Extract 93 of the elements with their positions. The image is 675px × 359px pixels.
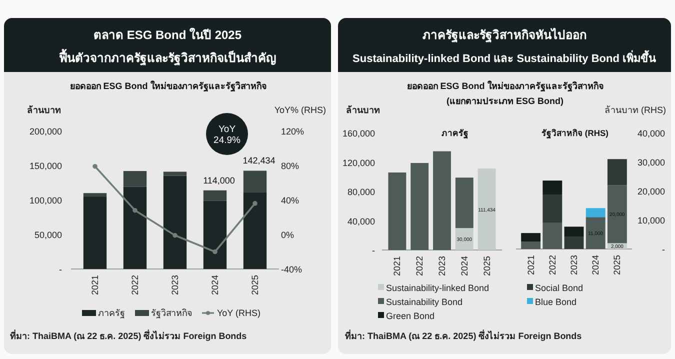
y2-tick-label: 20,000: [637, 186, 665, 196]
x-tick-label: 2023: [437, 256, 447, 276]
legend-label: ภาครัฐ: [98, 308, 125, 319]
bar: [521, 233, 541, 242]
legend-label: YoY (RHS): [217, 308, 261, 318]
bar: [410, 162, 429, 250]
text: ที่มา: ThaiBMA (ณ 22 ธ.ค. 2025) ซึ่งไม่รวม Foreign Bonds: [345, 329, 582, 341]
bar: [123, 171, 147, 187]
y-tick-label: 80,000: [347, 187, 375, 197]
x-tick-label: 2024: [590, 255, 601, 276]
y-axis-title: ล้านบาท: [346, 105, 380, 115]
x-tick-label: 2021: [526, 255, 536, 276]
x-tick-label: 2022: [547, 255, 558, 276]
bar: [163, 172, 187, 176]
text: (แยกตามประเภท ESG Bond): [446, 96, 564, 106]
x-tick-label: 2022: [130, 275, 140, 296]
y-axis-title: ล้านบาท: [27, 105, 61, 115]
y2-tick-label: 30,000: [637, 158, 665, 168]
y2-tick-label: -: [662, 244, 665, 254]
bar: [607, 185, 627, 244]
y2-axis-title: YoY% (RHS): [274, 105, 326, 115]
point: [132, 208, 138, 213]
bar: [243, 170, 267, 192]
chart-subtitle: Sustainability-linked Bond และ Sustainability Bond เพิ่มขึ้น: [352, 50, 656, 65]
bar: [83, 193, 107, 197]
y2-tick-label: 40,000: [637, 128, 665, 138]
y2-tick-label: 120%: [281, 126, 304, 136]
bar: [542, 180, 562, 194]
legend-label: รัฐวิสาหกิจ: [151, 308, 192, 319]
x-tick-label: 2023: [170, 275, 180, 296]
bar: [203, 200, 227, 269]
y-tick-label: 160,000: [342, 128, 375, 138]
x-tick-label: 2025: [250, 275, 260, 296]
bar: [433, 151, 451, 250]
bar: [564, 236, 584, 249]
bar: [163, 176, 187, 269]
y-tick-label: 50,000: [34, 230, 62, 240]
bar: [388, 172, 406, 250]
chart-title: ภาครัฐและรัฐวิสาหกิจหันไปออก: [422, 27, 586, 43]
y-tick-label: 120,000: [342, 158, 375, 168]
point: [212, 249, 218, 254]
annotation: YoY 24.9%: [214, 124, 242, 146]
y2-tick-label: 40%: [281, 196, 300, 206]
text: ยอดออก ESG Bond ใหม่ของภาครัฐและรัฐวิสาหกิจ: [70, 80, 266, 92]
bar: [607, 159, 627, 186]
x-tick-label: 2025: [612, 255, 622, 276]
x-tick-label: 2025: [482, 256, 492, 276]
bar: [83, 196, 107, 269]
bar: [455, 178, 474, 228]
x-tick-label: 2024: [210, 275, 220, 296]
y2-tick-label: 80%: [281, 161, 300, 171]
bar: [586, 208, 606, 218]
x-tick-label: 2024: [459, 256, 470, 276]
y-tick-label: -: [372, 246, 375, 256]
legend-label: Sustainability-linked Bond: [386, 283, 490, 293]
y2-tick-label: 10,000: [637, 216, 665, 226]
legend-label: Blue Bond: [535, 297, 577, 307]
chart-title: ตลาด ESG Bond ในปี 2025: [93, 27, 242, 42]
annotation: ภาครัฐ: [442, 128, 468, 139]
chart-subtitle: ฟื้นตัวจากภาครัฐและรัฐวิสาหกิจเป็นสำคัญ: [59, 48, 276, 66]
bar: [564, 226, 584, 237]
legend-label: Social Bond: [535, 283, 584, 293]
y2-tick-label: -40%: [281, 264, 302, 274]
bar: [203, 190, 227, 201]
y-tick-label: 100,000: [29, 196, 62, 206]
y2-axis-title: ล้านบาท (RHS): [604, 105, 666, 115]
annotation: 142,434: [242, 156, 276, 166]
bar: [542, 222, 562, 249]
y-tick-label: 200,000: [29, 126, 62, 136]
x-tick-label: 2021: [392, 256, 402, 276]
text: ยอดออก ESG Bond ใหม่ของภาครัฐและรัฐวิสาหกิจ: [406, 80, 604, 92]
bar: [521, 242, 541, 249]
text: ที่มา: ThaiBMA (ณ 22 ธ.ค. 2025) ซึ่งไม่รวม Foreign Bonds: [10, 329, 247, 341]
bar: [455, 228, 474, 250]
bar: [542, 194, 562, 223]
point: [92, 164, 98, 169]
x-tick-label: 2022: [414, 256, 425, 276]
bar: [478, 168, 496, 250]
x-tick-label: 2021: [90, 275, 100, 296]
y-tick-label: 150,000: [29, 161, 62, 171]
bar: [586, 217, 606, 249]
annotation: รัฐวิสาหกิจ (RHS): [542, 128, 609, 139]
point: [172, 232, 178, 238]
y-tick-label: 40,000: [347, 216, 375, 226]
point: [252, 201, 258, 206]
legend-label: Sustainability Bond: [386, 297, 463, 307]
x-tick-label: 2023: [569, 255, 579, 276]
y-tick-label: -: [59, 264, 62, 274]
legend-label: Green Bond: [386, 311, 435, 321]
y2-tick-label: 0%: [281, 230, 294, 240]
annotation: 114,000: [203, 175, 235, 186]
bar: [243, 192, 267, 269]
bar: [123, 186, 147, 269]
